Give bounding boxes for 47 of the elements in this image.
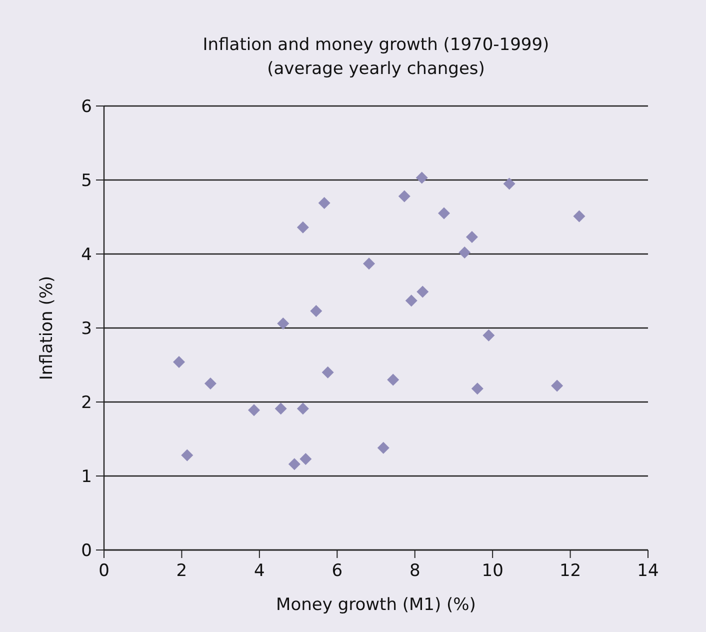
x-tick-label: 0: [98, 561, 110, 581]
x-tick-label: 2: [176, 561, 188, 581]
y-tick-label: 1: [81, 466, 92, 487]
y-axis-title: Inflation (%): [37, 276, 57, 380]
y-tick-label: 5: [81, 170, 92, 191]
point: [458, 246, 471, 259]
chart-title: Inflation and money growth (1970-1999): [202, 35, 550, 55]
x-tick-label: 6: [332, 561, 343, 581]
x-tick-label: 10: [482, 561, 504, 581]
x-tick-label: 8: [409, 561, 420, 581]
point: [482, 329, 495, 342]
point: [551, 380, 564, 392]
point: [416, 286, 429, 298]
point: [377, 442, 390, 454]
point: [204, 378, 216, 390]
y-tick-label: 0: [81, 540, 92, 561]
point: [438, 207, 450, 220]
y-tick-label: 3: [81, 318, 92, 339]
point: [322, 366, 334, 378]
point: [172, 356, 185, 368]
point: [416, 172, 428, 184]
point: [300, 452, 312, 465]
point: [274, 402, 287, 415]
y-tick-label: 2: [81, 392, 92, 413]
x-tick-label: 12: [559, 561, 582, 581]
point: [296, 221, 309, 234]
point: [296, 402, 309, 415]
y-tick-label: 6: [81, 96, 92, 117]
point: [288, 458, 300, 470]
point: [363, 258, 376, 270]
point: [387, 374, 400, 386]
point: [471, 382, 484, 395]
x-tick-label: 14: [637, 561, 659, 581]
point: [466, 230, 478, 243]
point: [405, 294, 418, 307]
y-tick-label: 4: [81, 244, 92, 265]
point: [277, 318, 290, 330]
point: [310, 304, 322, 317]
x-axis-title: Money growth (M1) (%): [276, 595, 476, 615]
point: [181, 449, 194, 462]
point: [318, 196, 330, 209]
point: [573, 210, 586, 222]
point: [248, 404, 260, 416]
chart-subtitle: (average yearly changes): [267, 59, 485, 79]
point: [503, 178, 516, 190]
x-tick-label: 4: [254, 561, 265, 581]
point: [398, 190, 410, 202]
